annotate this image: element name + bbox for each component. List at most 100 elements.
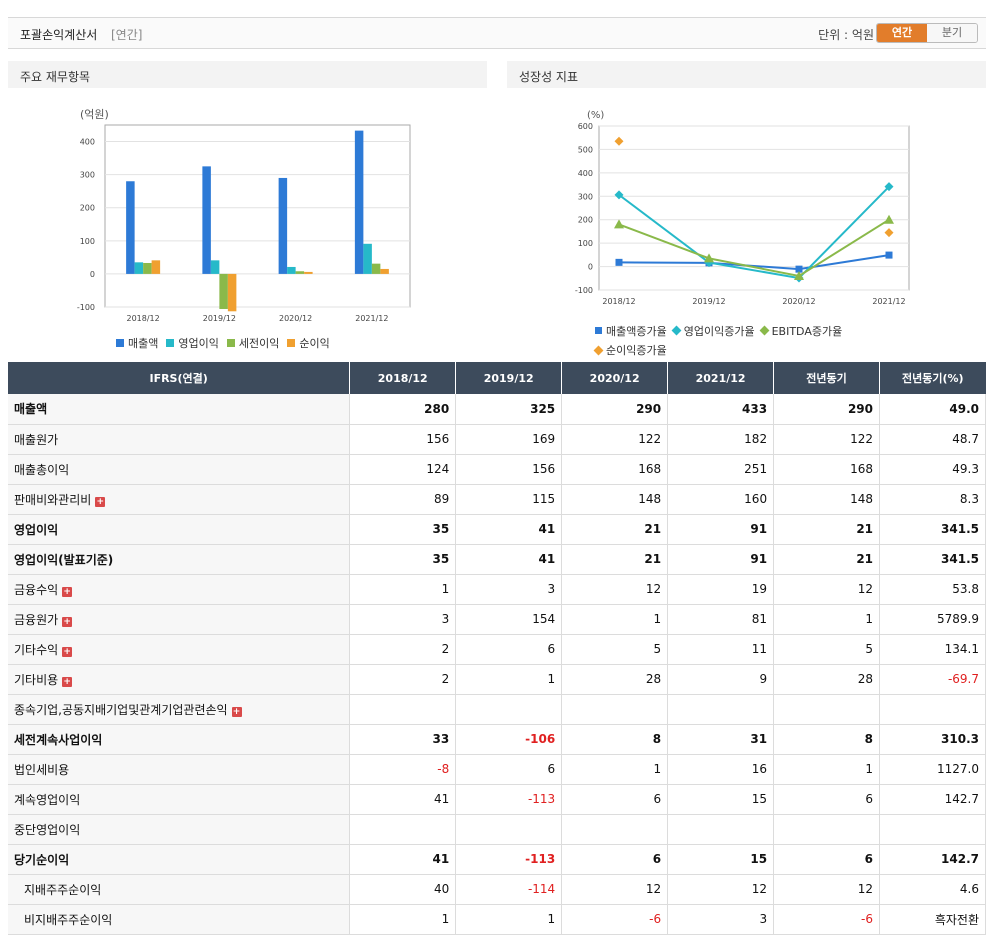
table-cell: 53.8: [879, 574, 986, 605]
legend-swatch: [593, 345, 604, 355]
annual-toggle-button[interactable]: 연간: [877, 24, 927, 42]
row-label: 매출총이익: [8, 454, 350, 485]
bar-2-2: [295, 271, 305, 274]
line-point-2-2: [794, 270, 804, 280]
table-cell: 21: [561, 544, 668, 575]
bar-y-tick: 200: [80, 204, 95, 213]
table-cell: [349, 694, 456, 725]
table-cell: 169: [455, 424, 562, 455]
table-cell: 1: [773, 604, 880, 635]
row-label-text: 중단영업이익: [14, 822, 81, 837]
table-cell: [561, 814, 668, 845]
expand-plus-icon[interactable]: +: [95, 496, 106, 507]
row-label: 매출액: [8, 394, 350, 425]
table-cell: [667, 694, 774, 725]
table-cell: 3: [349, 604, 456, 635]
line-point-3-0: [614, 136, 624, 146]
line-legend-item: 영업이익증가율: [671, 323, 755, 339]
table-cell: 5789.9: [879, 604, 986, 635]
line-x-tick: 2020/12: [782, 297, 815, 306]
table-cell: 91: [667, 544, 774, 575]
table-cell: 168: [773, 454, 880, 485]
line-y-tick: 600: [578, 122, 593, 131]
table-cell: 2: [349, 664, 456, 695]
row-label: 세전계속사업이익: [8, 724, 350, 755]
table-cell: 6: [561, 784, 668, 815]
table-cell: 8: [773, 724, 880, 755]
bar-0-3: [354, 130, 364, 274]
period-label: [연간]: [111, 28, 143, 42]
table-cell: 15: [667, 784, 774, 815]
expand-plus-icon[interactable]: +: [231, 706, 242, 717]
growth-chart: (%) 600 500 400 300 200 100 0 -100 2018/12 2019/12…: [507, 95, 986, 360]
legend-swatch: [287, 339, 296, 347]
header-period-col: 2020/12: [561, 362, 668, 394]
table-cell: 310.3: [879, 724, 986, 755]
row-label: 비지배주주순이익: [8, 904, 350, 935]
bar-y-tick: 400: [80, 138, 95, 147]
expand-plus-icon[interactable]: +: [62, 586, 73, 597]
bar-legend-item: 영업이익: [166, 335, 219, 351]
table-row: 영업이익(발표기준) 35 41 21 91 21 341.5: [8, 544, 986, 575]
table-cell: 5: [561, 634, 668, 665]
table-cell: 12: [561, 874, 668, 905]
table-row: 기타비용 +2 1 28 9 28 -69.7: [8, 664, 986, 695]
table-row: 금융원가 +3 154 1 81 1 5789.9: [8, 604, 986, 635]
table-cell: 122: [561, 424, 668, 455]
bar-y-tick: 0: [90, 270, 95, 279]
table-cell: [879, 694, 986, 725]
legend-label: 순이익증가율: [606, 344, 667, 357]
table-row: 지배주주순이익 40 -114 12 12 12 4.6: [8, 874, 986, 905]
growth-panel-title: 성장성 지표: [507, 61, 986, 88]
table-cell: 3: [667, 904, 774, 935]
row-label-text: 비지배주주순이익: [24, 912, 113, 927]
table-cell: 6: [455, 754, 562, 785]
table-cell: 41: [349, 844, 456, 875]
line-point-1-1: [704, 258, 714, 268]
table-cell: 11: [667, 634, 774, 665]
table-cell: 6: [773, 844, 880, 875]
table-cell: 8.3: [879, 484, 986, 515]
quarter-toggle-button[interactable]: 분기: [927, 24, 977, 42]
table-cell: 41: [455, 544, 562, 575]
table-cell: 21: [773, 514, 880, 545]
expand-plus-icon[interactable]: +: [62, 616, 73, 627]
row-label-text: 지배주주순이익: [24, 882, 102, 897]
line-series-2: [618, 218, 890, 277]
bar-1-2: [287, 266, 296, 274]
legend-swatch: [759, 325, 770, 336]
row-label-text: 금융수익: [14, 582, 59, 597]
table-cell: 1: [349, 904, 456, 935]
table-cell: -113: [455, 844, 562, 875]
bar-1-3: [363, 243, 372, 274]
statement-title: 포괄손익계산서: [20, 28, 98, 42]
table-cell: 154: [455, 604, 562, 635]
row-label: 기타비용 +: [8, 664, 350, 695]
expand-plus-icon[interactable]: +: [62, 676, 73, 687]
bar-legend-item: 순이익: [287, 335, 330, 351]
bar-2-1: [219, 273, 228, 309]
table-cell: 156: [455, 454, 562, 485]
table-cell: 148: [561, 484, 668, 515]
row-label: 금융수익 +: [8, 574, 350, 605]
line-point-2-0: [614, 219, 624, 229]
row-label-text: 기타수익: [14, 642, 59, 657]
row-label-text: 매출원가: [14, 432, 59, 447]
legend-label: 매출액: [128, 337, 159, 350]
expand-plus-icon[interactable]: +: [62, 646, 73, 657]
legend-swatch: [671, 325, 682, 336]
bar-chart-svg: (억원) 400 300 200 100 0 -100 2018/12 2019/12 2020/…: [77, 108, 411, 323]
legend-swatch: [116, 339, 124, 347]
table-cell: -6: [561, 904, 668, 935]
table-cell: 28: [561, 664, 668, 695]
bar-y-tick: 300: [80, 171, 95, 180]
table-row: 비지배주주순이익 1 1 -6 3 -6 흑자전환: [8, 904, 986, 935]
legend-label: 순이익: [299, 337, 330, 350]
table-cell: 41: [349, 784, 456, 815]
header-period-col: 전년동기(%): [879, 362, 986, 394]
header-period-col: 전년동기: [773, 362, 880, 394]
line-y-tick: 0: [588, 263, 593, 272]
key-items-panel-title: 주요 재무항목: [8, 61, 487, 88]
row-label-text: 계속영업이익: [14, 792, 81, 807]
line-x-tick: 2018/12: [602, 297, 635, 306]
